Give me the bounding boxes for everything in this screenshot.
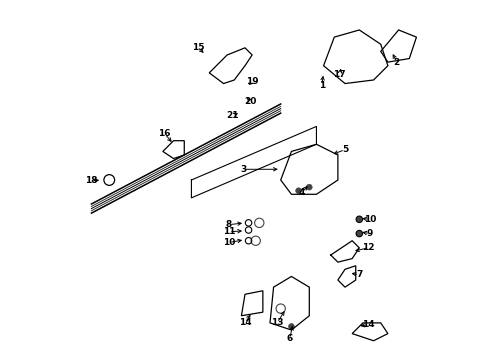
Text: 20: 20 [244, 97, 257, 106]
Text: 10: 10 [223, 238, 235, 247]
Text: 17: 17 [333, 70, 346, 79]
Text: 16: 16 [158, 129, 171, 138]
Text: 14: 14 [362, 320, 374, 329]
Text: 13: 13 [271, 318, 283, 327]
Circle shape [296, 188, 301, 194]
Circle shape [289, 324, 294, 329]
Circle shape [356, 231, 362, 237]
Circle shape [356, 216, 362, 222]
Text: 21: 21 [226, 111, 239, 120]
Text: 6: 6 [287, 334, 293, 343]
Circle shape [306, 184, 312, 190]
Text: 19: 19 [246, 77, 258, 86]
Text: 4: 4 [299, 188, 305, 197]
Text: 1: 1 [318, 81, 325, 90]
Text: 18: 18 [85, 176, 98, 185]
Text: 2: 2 [393, 58, 400, 67]
Text: 7: 7 [356, 270, 363, 279]
Text: 5: 5 [342, 145, 348, 154]
Text: 15: 15 [192, 43, 205, 52]
Text: 8: 8 [226, 220, 232, 229]
Text: 14: 14 [239, 318, 251, 327]
Text: 11: 11 [222, 227, 235, 236]
Text: 10: 10 [364, 215, 376, 224]
Text: 9: 9 [367, 229, 373, 238]
Text: 3: 3 [240, 165, 246, 174]
Text: 12: 12 [362, 243, 374, 252]
